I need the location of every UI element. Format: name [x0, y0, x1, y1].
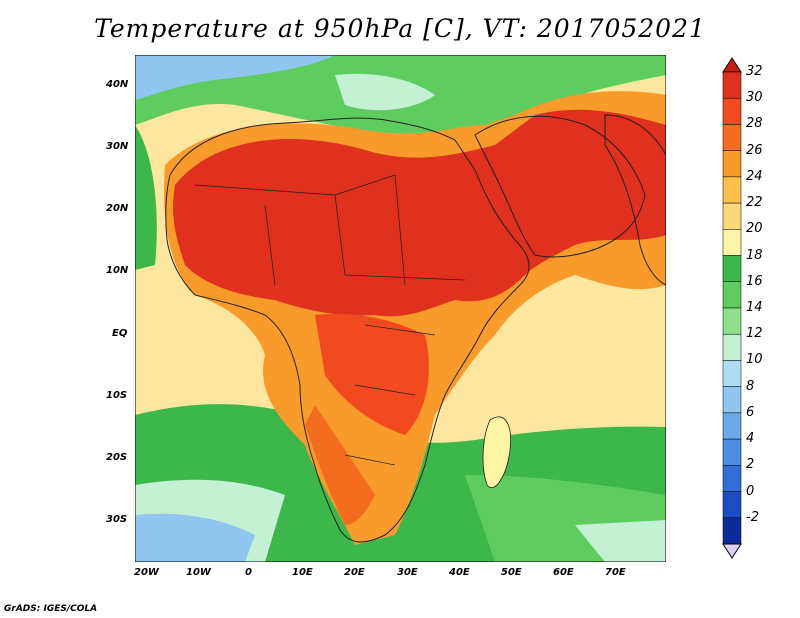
- lon-label: 20E: [344, 567, 365, 578]
- lat-label: 10S: [106, 390, 128, 401]
- country-borders: [194, 174, 466, 466]
- hot-core-central: [315, 313, 429, 435]
- colorbar-label: 0: [746, 483, 755, 499]
- colorbar-segment: [722, 71, 742, 99]
- colorbar-bottom-arrow: [722, 543, 742, 559]
- colorbar-segment: [722, 124, 742, 151]
- colorbar-label: -2: [746, 509, 759, 525]
- credit-text: GrADS: IGES/COLA: [4, 604, 98, 614]
- colorbar-label: 10: [746, 352, 763, 368]
- temperature-map: [135, 55, 666, 562]
- colorbar-label: 12: [746, 326, 763, 342]
- colorbar-label: 16: [746, 273, 763, 289]
- south-cold-region: [135, 513, 255, 562]
- lon-label: 10W: [186, 567, 211, 578]
- colorbar: [722, 57, 742, 559]
- colorbar-segment: [722, 412, 742, 440]
- colorbar-segment: [722, 333, 742, 361]
- colorbar-segment: [722, 386, 742, 414]
- colorbar-label: 14: [746, 300, 763, 315]
- colorbar-segment: [722, 202, 742, 230]
- map-svg: [135, 55, 666, 562]
- colorbar-label: 8: [746, 378, 755, 394]
- colorbar-label: 18: [746, 247, 763, 263]
- lat-label: 10N: [106, 265, 129, 276]
- north-cold-region: [135, 55, 335, 100]
- colorbar-label: 4: [746, 431, 755, 447]
- colorbar-label: 6: [746, 404, 755, 420]
- lon-label: 30E: [397, 567, 418, 578]
- colorbar-segment: [722, 438, 742, 466]
- west-atlantic-green: [135, 125, 157, 270]
- colorbar-label: 2: [746, 457, 755, 473]
- colorbar-segment: [722, 517, 742, 545]
- colorbar-segment: [722, 150, 742, 178]
- lat-label: 20S: [106, 452, 128, 463]
- colorbar-label: 32: [746, 64, 763, 79]
- lat-label: 20N: [106, 203, 129, 214]
- lon-label: 60E: [553, 567, 574, 578]
- colorbar-segment: [722, 97, 742, 125]
- colorbar-label: 30: [746, 90, 763, 106]
- lon-label: 20W: [134, 567, 159, 578]
- lat-label: 40N: [106, 79, 129, 90]
- colorbar-segment: [722, 176, 742, 204]
- lon-label: 50E: [501, 567, 522, 578]
- mediterranean-cool: [335, 73, 435, 111]
- colorbar-segment: [722, 491, 742, 519]
- lon-label: 0: [245, 567, 252, 578]
- map-title: Temperature at 950hPa [C], VT: 201705202…: [94, 14, 706, 43]
- hot-core-north: [173, 109, 666, 317]
- arabia-outline: [474, 115, 646, 258]
- southeast-cool: [575, 520, 666, 562]
- hot-core-southern: [305, 405, 375, 525]
- lat-label: 30S: [106, 514, 128, 525]
- colorbar-top-arrow: [722, 57, 742, 73]
- lat-label: 30N: [106, 141, 129, 152]
- colorbar-segment: [722, 465, 742, 492]
- colorbar-label: 22: [746, 195, 763, 211]
- colorbar-segment: [722, 229, 742, 256]
- colorbar-label: 20: [746, 221, 763, 237]
- colorbar-segment: [722, 360, 742, 387]
- colorbar-label: 24: [746, 168, 763, 184]
- africa-outline: [165, 117, 530, 543]
- lon-label: 40E: [449, 567, 470, 578]
- lat-label: EQ: [112, 328, 128, 339]
- lon-label: 10E: [292, 567, 313, 578]
- colorbar-segment: [722, 255, 742, 283]
- madagascar: [482, 416, 512, 488]
- colorbar-segment: [722, 307, 742, 335]
- colorbar-segment: [722, 281, 742, 309]
- colorbar-label: 26: [746, 142, 763, 158]
- lon-label: 70E: [605, 567, 626, 578]
- colorbar-label: 28: [746, 116, 763, 132]
- india-outline: [604, 114, 666, 286]
